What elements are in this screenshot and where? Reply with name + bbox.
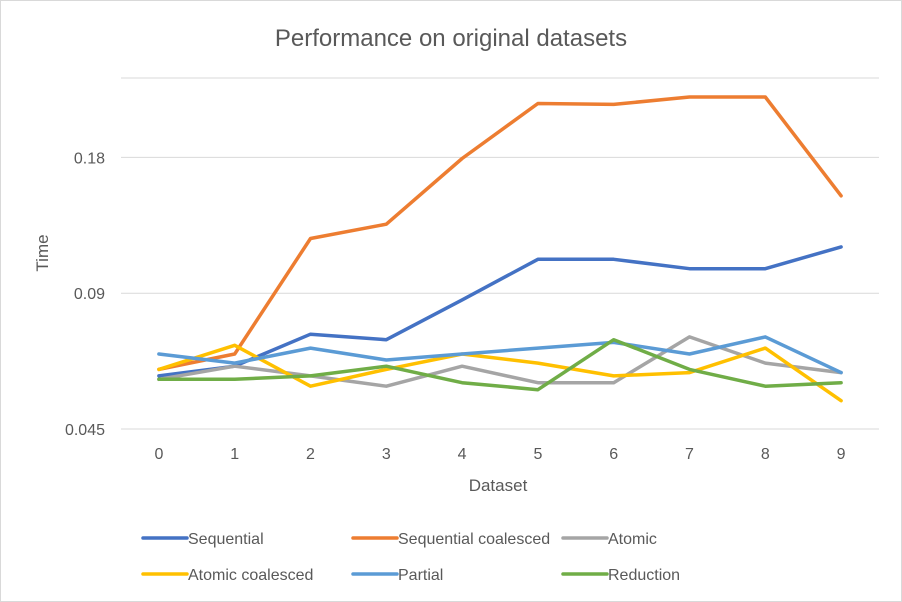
y-tick-label: 0.045: [65, 422, 105, 439]
y-tick-label: 0.09: [74, 286, 105, 303]
x-tick-label: 4: [458, 446, 467, 463]
x-axis-label: Dataset: [469, 476, 528, 495]
series-line-sequential-coalesced: [157, 95, 843, 372]
x-tick-label: 5: [533, 446, 542, 463]
series-line-atomic: [157, 335, 843, 388]
x-tick-label: 2: [306, 446, 315, 463]
y-tick-label: 0.18: [74, 150, 105, 167]
legend-label: Reduction: [608, 567, 680, 584]
y-axis-label: Time: [33, 234, 52, 271]
series-line-partial: [157, 335, 843, 375]
series-line-sequential: [157, 245, 843, 378]
series-line-atomic-coalesced: [157, 343, 843, 403]
x-tick-label: 7: [685, 446, 694, 463]
legend: Sequential Sequential coalesced Atomic Atom…: [141, 531, 680, 584]
x-tick-label: 3: [382, 446, 391, 463]
chart-title: Performance on original datasets: [275, 25, 627, 52]
series-line-reduction: [157, 337, 843, 392]
x-tick-label: 9: [837, 446, 846, 463]
y-axis-ticks: 0.045 0.09 0.18: [65, 150, 105, 439]
legend-label: Sequential coalesced: [398, 531, 550, 548]
legend-label: Partial: [398, 567, 443, 584]
x-axis-ticks: 0 1 2 3 4 5 6 7 8 9: [154, 446, 845, 463]
x-tick-label: 6: [609, 446, 618, 463]
legend-label: Sequential: [188, 531, 264, 548]
series-lines: [157, 95, 843, 403]
gridlines: [121, 77, 879, 430]
x-tick-label: 1: [230, 446, 239, 463]
x-tick-label: 8: [761, 446, 770, 463]
legend-label: Atomic: [608, 531, 657, 548]
x-tick-label: 0: [154, 446, 163, 463]
legend-label: Atomic coalesced: [188, 567, 313, 584]
